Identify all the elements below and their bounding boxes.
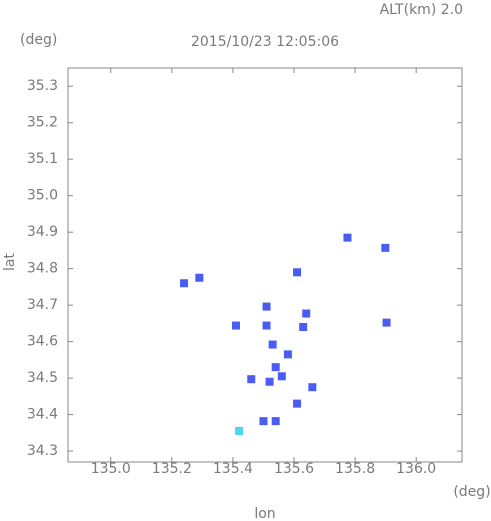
- x-tick-label: 135.6: [274, 461, 314, 477]
- y-tick-label: 34.3: [27, 443, 58, 459]
- x-tick-label: 136.0: [396, 461, 436, 477]
- echo-point: [293, 399, 302, 408]
- echo-point: [247, 375, 256, 384]
- echo-point: [343, 233, 352, 242]
- y-unit: (deg): [20, 32, 57, 48]
- y-tick-label: 34.5: [27, 370, 58, 386]
- echo-point: [262, 302, 271, 311]
- echo-point: [268, 340, 277, 349]
- chart-title: 2015/10/23 12:05:06: [191, 34, 339, 50]
- y-tick-label: 35.3: [27, 78, 58, 94]
- echo-point: [271, 363, 280, 372]
- echo-point: [293, 268, 302, 277]
- echo-point: [308, 383, 317, 392]
- echo-point: [265, 377, 274, 386]
- echo-point: [381, 243, 390, 252]
- echo-point: [271, 417, 280, 426]
- echo-point: [259, 417, 268, 426]
- echo-point: [262, 321, 271, 330]
- echo-point: [231, 321, 240, 330]
- plot-frame: [67, 67, 463, 463]
- y-tick-label: 34.9: [27, 224, 58, 240]
- altitude-annotation: ALT(km) 2.0: [380, 2, 463, 18]
- y-tick-label: 35.2: [27, 115, 58, 131]
- echo-point: [277, 372, 286, 381]
- echo-point: [195, 273, 204, 282]
- x-tick-label: 135.4: [213, 461, 253, 477]
- echo-point: [382, 318, 391, 327]
- x-axis-label: lon: [254, 506, 275, 521]
- echo-point: [235, 426, 244, 435]
- echo-point: [302, 309, 311, 318]
- echo-point: [283, 350, 292, 359]
- y-tick-label: 35.1: [27, 151, 58, 167]
- y-axis-label: lat: [2, 253, 18, 271]
- y-tick-label: 34.7: [27, 297, 58, 313]
- echo-point: [180, 279, 189, 288]
- x-tick-label: 135.2: [152, 461, 192, 477]
- y-tick-label: 34.6: [27, 334, 58, 350]
- y-tick-label: 34.4: [27, 407, 58, 423]
- echo-point: [299, 323, 308, 332]
- x-tick-label: 135.0: [91, 461, 131, 477]
- y-tick-label: 35.0: [27, 188, 58, 204]
- x-tick-label: 135.8: [335, 461, 375, 477]
- y-tick-label: 34.8: [27, 261, 58, 277]
- x-unit: (deg): [453, 484, 490, 500]
